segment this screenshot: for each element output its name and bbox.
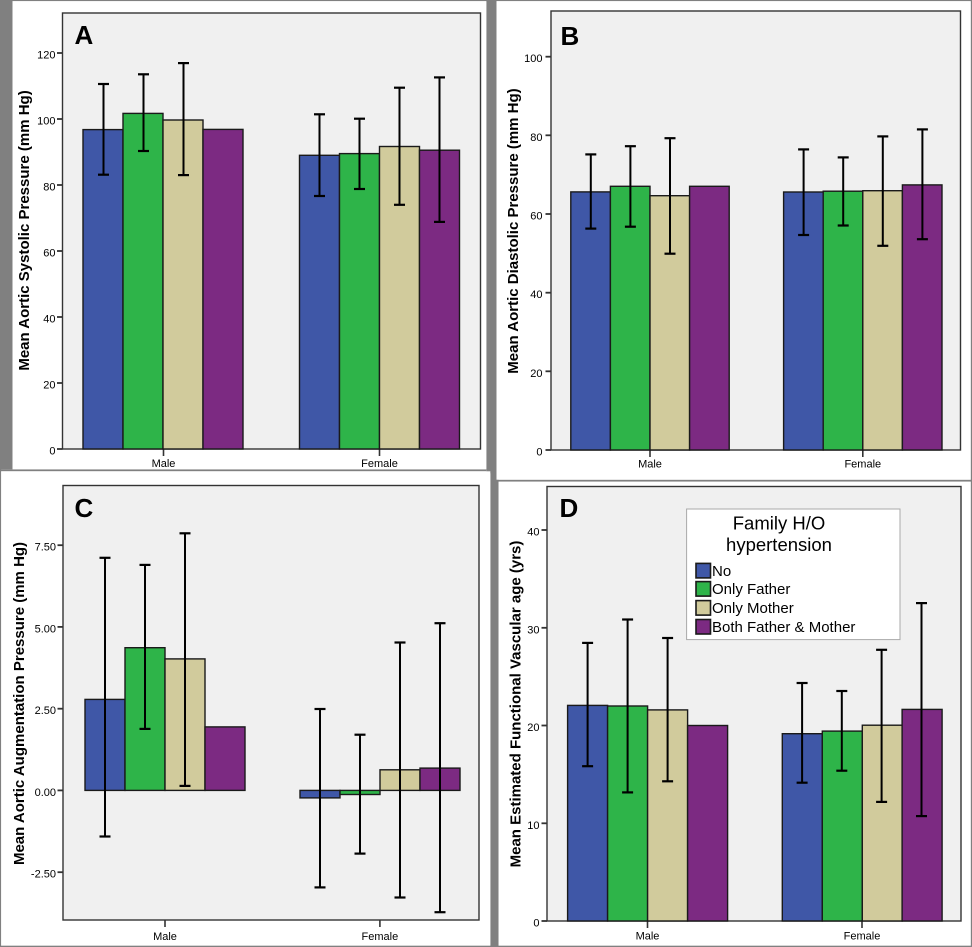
svg-text:Mean Aortic Augmentation Press: Mean Aortic Augmentation Pressure (mm Hg…	[11, 542, 28, 865]
svg-text:D: D	[560, 493, 579, 523]
svg-text:5.00: 5.00	[35, 623, 56, 635]
svg-text:40: 40	[43, 314, 55, 326]
svg-text:40: 40	[530, 289, 542, 301]
svg-text:40: 40	[527, 527, 539, 539]
svg-text:Male: Male	[152, 458, 176, 470]
svg-text:10: 10	[527, 820, 539, 832]
svg-text:Female: Female	[361, 458, 398, 470]
svg-text:60: 60	[43, 248, 55, 260]
svg-text:C: C	[75, 493, 94, 523]
svg-text:Both Father & Mother: Both Father & Mother	[712, 619, 855, 636]
svg-text:7.50: 7.50	[35, 542, 56, 554]
svg-text:No: No	[712, 563, 731, 580]
svg-text:hypertension: hypertension	[726, 534, 832, 555]
svg-text:Male: Male	[636, 931, 660, 943]
svg-text:80: 80	[43, 182, 55, 194]
svg-text:Male: Male	[638, 459, 662, 471]
svg-text:0: 0	[49, 446, 55, 458]
svg-text:Female: Female	[844, 459, 881, 471]
svg-text:Only Mother: Only Mother	[712, 600, 794, 617]
svg-text:0: 0	[536, 447, 542, 459]
svg-text:0.00: 0.00	[35, 787, 56, 799]
svg-text:Mean Aortic Systolic Pressure: Mean Aortic Systolic Pressure (mm Hg)	[16, 90, 33, 370]
svg-text:Female: Female	[844, 931, 881, 943]
svg-text:A: A	[75, 20, 94, 50]
svg-text:Female: Female	[362, 931, 399, 943]
svg-text:B: B	[561, 21, 580, 51]
svg-text:2.50: 2.50	[35, 705, 56, 717]
svg-text:80: 80	[530, 132, 542, 144]
svg-text:100: 100	[524, 53, 542, 65]
svg-text:20: 20	[530, 368, 542, 380]
svg-text:20: 20	[527, 722, 539, 734]
svg-text:0: 0	[533, 918, 539, 930]
svg-text:Family H/O: Family H/O	[733, 513, 826, 534]
svg-text:Male: Male	[153, 931, 177, 943]
svg-text:20: 20	[43, 380, 55, 392]
svg-text:-2.50: -2.50	[31, 869, 56, 881]
svg-text:Only Father: Only Father	[712, 581, 790, 598]
svg-text:Mean Estimated Functional Vasc: Mean Estimated Functional Vascular age (…	[508, 541, 525, 868]
svg-text:100: 100	[37, 116, 55, 128]
svg-text:60: 60	[530, 211, 542, 223]
svg-text:30: 30	[527, 624, 539, 636]
svg-text:Mean Aortic Diastolic Pressure: Mean Aortic Diastolic Pressure (mm Hg)	[505, 88, 522, 373]
svg-text:120: 120	[37, 50, 55, 62]
